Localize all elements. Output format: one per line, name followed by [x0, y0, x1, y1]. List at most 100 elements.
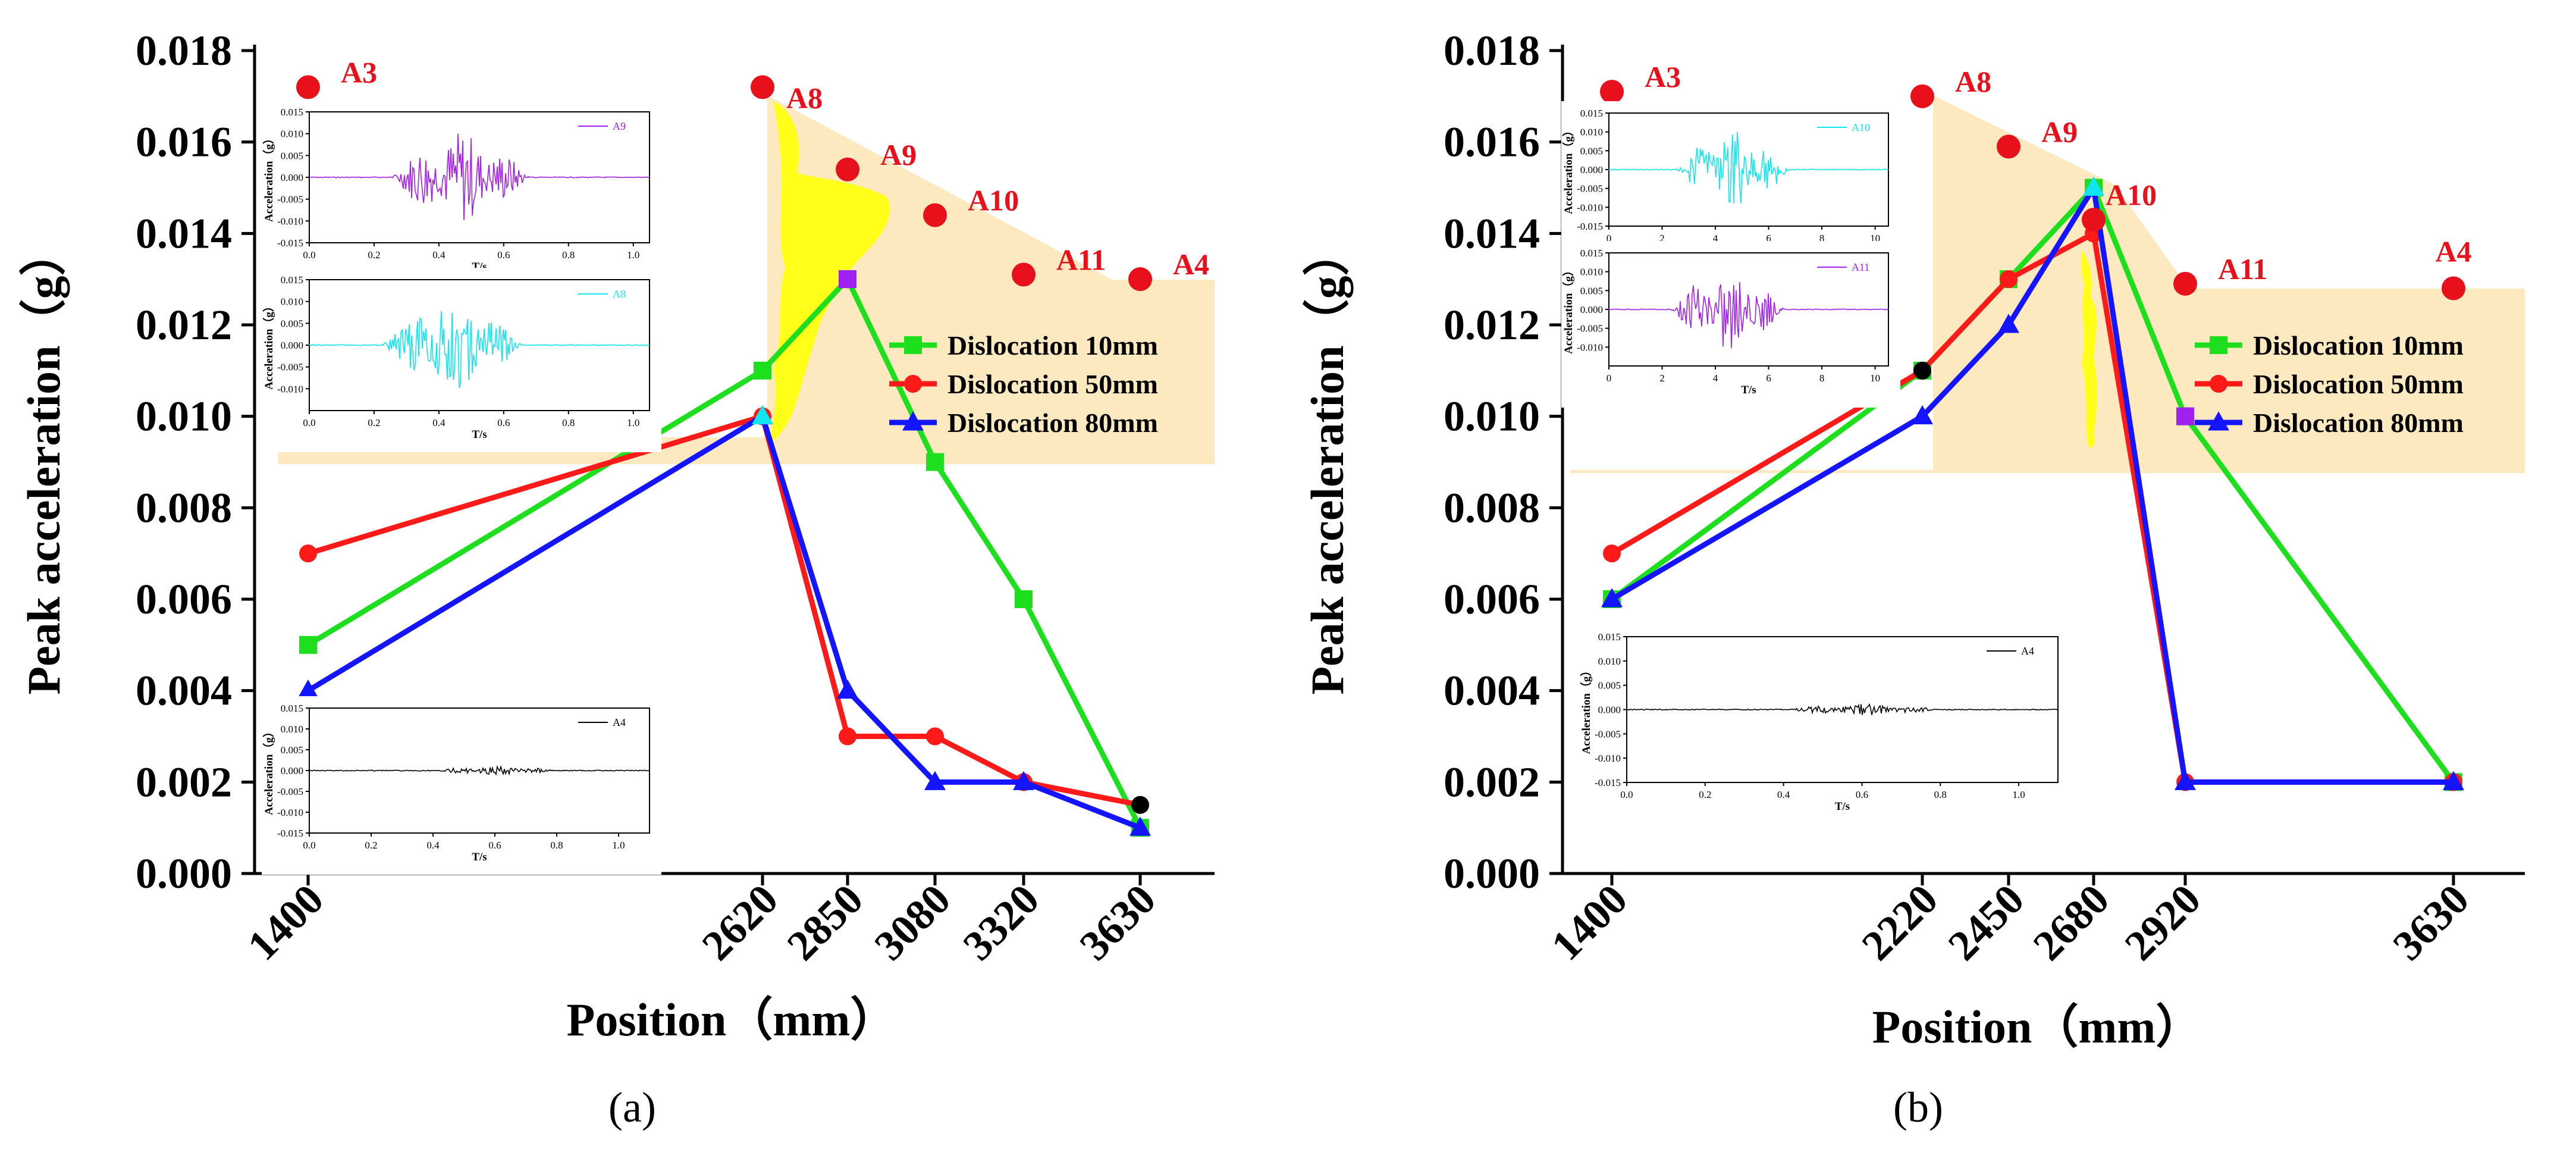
inset-y-tick-label: 0.015 [1580, 108, 1603, 119]
sensor-marker [2442, 276, 2465, 300]
data-point [1912, 405, 1933, 425]
inset-y-tick-label: 0.010 [281, 724, 303, 735]
sensor-label: A8 [786, 81, 823, 114]
legend-marker [904, 336, 922, 354]
x-axis-title: Position（mm） [567, 994, 897, 1045]
inset-y-tick-label: -0.005 [277, 362, 303, 373]
inset-x-tick-label: 8 [1819, 372, 1825, 384]
inset-y-tick-label: 0.015 [1598, 631, 1621, 643]
sensor-label: A10 [2106, 178, 2157, 211]
inset-x-tick-label: 0 [1607, 233, 1612, 244]
highlight-point [1131, 796, 1149, 814]
sensor-label: A11 [1056, 243, 1106, 276]
legend-marker [902, 411, 924, 431]
inset-y-tick-label: 0.015 [281, 703, 303, 714]
inset-x-tick-label: 0 [1607, 372, 1612, 384]
inset-a8: 0.015 0.010 0.005 0.000 -0.005 -0.010 0.0 0.2 0.… [262, 268, 661, 452]
inset-y-tick-label: -0.010 [1577, 202, 1603, 213]
inset-y-tick-label: -0.010 [277, 807, 303, 818]
data-point [2000, 270, 2017, 289]
highlight-point [839, 270, 856, 289]
data-point [924, 771, 946, 790]
y-tick-label: 0.008 [1444, 484, 1540, 531]
inset-background [262, 100, 661, 284]
inset-x-tick-label: 0.8 [562, 249, 575, 261]
legend-label: Dislocation 80mm [2253, 408, 2464, 438]
inset-signal-trace [309, 133, 650, 221]
x-tick-label: 3630 [1071, 875, 1165, 969]
y-tick-label: 0.014 [136, 209, 232, 257]
inset-y-tick-label: 0.000 [1598, 705, 1621, 716]
inset-y-label: Acceleration（g） [262, 726, 275, 815]
highlight-point [2176, 407, 2194, 425]
inset-y-tick-label: 0.000 [1580, 304, 1603, 315]
y-tick-label: 0.002 [1444, 758, 1540, 806]
inset-y-tick-label: 0.010 [281, 129, 303, 140]
x-tick-label: 1400 [1542, 875, 1636, 969]
panel-label: (a) [608, 1084, 656, 1131]
inset-x-tick-label: 0.4 [1777, 789, 1790, 800]
inset-legend-label: A4 [2021, 645, 2034, 657]
y-axis-title: Peak acceleration（g） [1301, 230, 1353, 695]
inset-signal-trace [1626, 703, 2058, 715]
inset-y-label: Acceleration（g） [1561, 265, 1575, 354]
series-line-3 [306, 414, 1141, 831]
inset-a10: 0.015 0.010 0.005 0.000 -0.005 -0.010 -0.015 0 2… [1561, 101, 1900, 268]
inset-background [262, 696, 661, 875]
inset-x-tick-label: 0.2 [365, 840, 377, 851]
sensor-marker [751, 75, 774, 99]
sensor-label: A10 [968, 184, 1019, 217]
inset-x-tick-label: 8 [1819, 233, 1825, 244]
inset-x-tick-label: 0.2 [368, 249, 380, 261]
fault-rock [2081, 250, 2097, 448]
inset-y-tick-label: -0.015 [277, 237, 303, 249]
inset-signal-trace [1608, 281, 1889, 349]
inset-y-tick-label: 0.010 [1580, 127, 1603, 138]
data-point [2443, 771, 2464, 790]
sensor-marker [2082, 208, 2106, 232]
wall-band [278, 95, 1215, 464]
inset-legend-label: A8 [613, 288, 626, 300]
inset-y-tick-label: -0.015 [1577, 221, 1603, 232]
inset-y-tick-label: 0.000 [1580, 164, 1603, 176]
inset-y-tick-label: 0.005 [281, 744, 303, 756]
inset-y-tick-label: -0.010 [1595, 753, 1621, 764]
inset-y-tick-label: 0.005 [1580, 145, 1603, 156]
sensor-label: A3 [341, 55, 377, 89]
inset-signal-trace [1608, 132, 1889, 204]
x-tick-label: 2620 [693, 875, 787, 969]
x-tick-label: 2920 [2116, 875, 2210, 969]
inset-x-label: T/s [1835, 800, 1850, 813]
y-axis-title: Peak acceleration（g） [18, 230, 70, 695]
data-point [1015, 590, 1033, 608]
inset-x-tick-label: 0.2 [368, 417, 380, 428]
inset-y-tick-label: 0.000 [281, 340, 303, 351]
data-point [754, 361, 771, 380]
inset-x-label: T/s [1741, 384, 1756, 396]
inset-x-tick-label: 2 [1659, 233, 1665, 244]
highlight-point [1913, 361, 1931, 380]
legend: Dislocation 10mm Dislocation 50mm Dislocat… [2195, 330, 2464, 438]
sensor-marker [1128, 267, 1152, 292]
inset-x-tick-label: 4 [1713, 233, 1718, 244]
inset-y-tick-label: 0.010 [1580, 267, 1603, 278]
inset-x-tick-label: 1.0 [2012, 789, 2025, 800]
inset-signal-trace [309, 311, 650, 389]
inset-y-tick-label: 0.000 [281, 172, 303, 183]
y-tick-label: 0.004 [136, 667, 232, 715]
inset-x-tick-label: 1.0 [627, 417, 639, 428]
inset-y-label: Acceleration（g） [1561, 125, 1575, 214]
x-tick-label: 3080 [865, 875, 959, 969]
chart-panel-b: 0.0000.0020.0040.0060.0080.0100.0120.014… [1301, 27, 2525, 1131]
y-tick-label: 0.018 [136, 27, 232, 74]
inset-x-tick-label: 0.0 [303, 840, 315, 851]
legend-label: Dislocation 80mm [947, 408, 1158, 438]
sensor-marker [296, 75, 320, 99]
data-point [1129, 816, 1151, 836]
y-tick-label: 0.016 [1444, 118, 1540, 166]
inset-y-tick-label: 0.015 [281, 274, 303, 286]
highlight-point [2083, 176, 2104, 196]
inset-y-tick-label: -0.005 [277, 786, 303, 797]
inset-y-tick-label: 0.010 [1598, 656, 1621, 667]
inset-y-tick-label: 0.005 [1598, 680, 1621, 691]
